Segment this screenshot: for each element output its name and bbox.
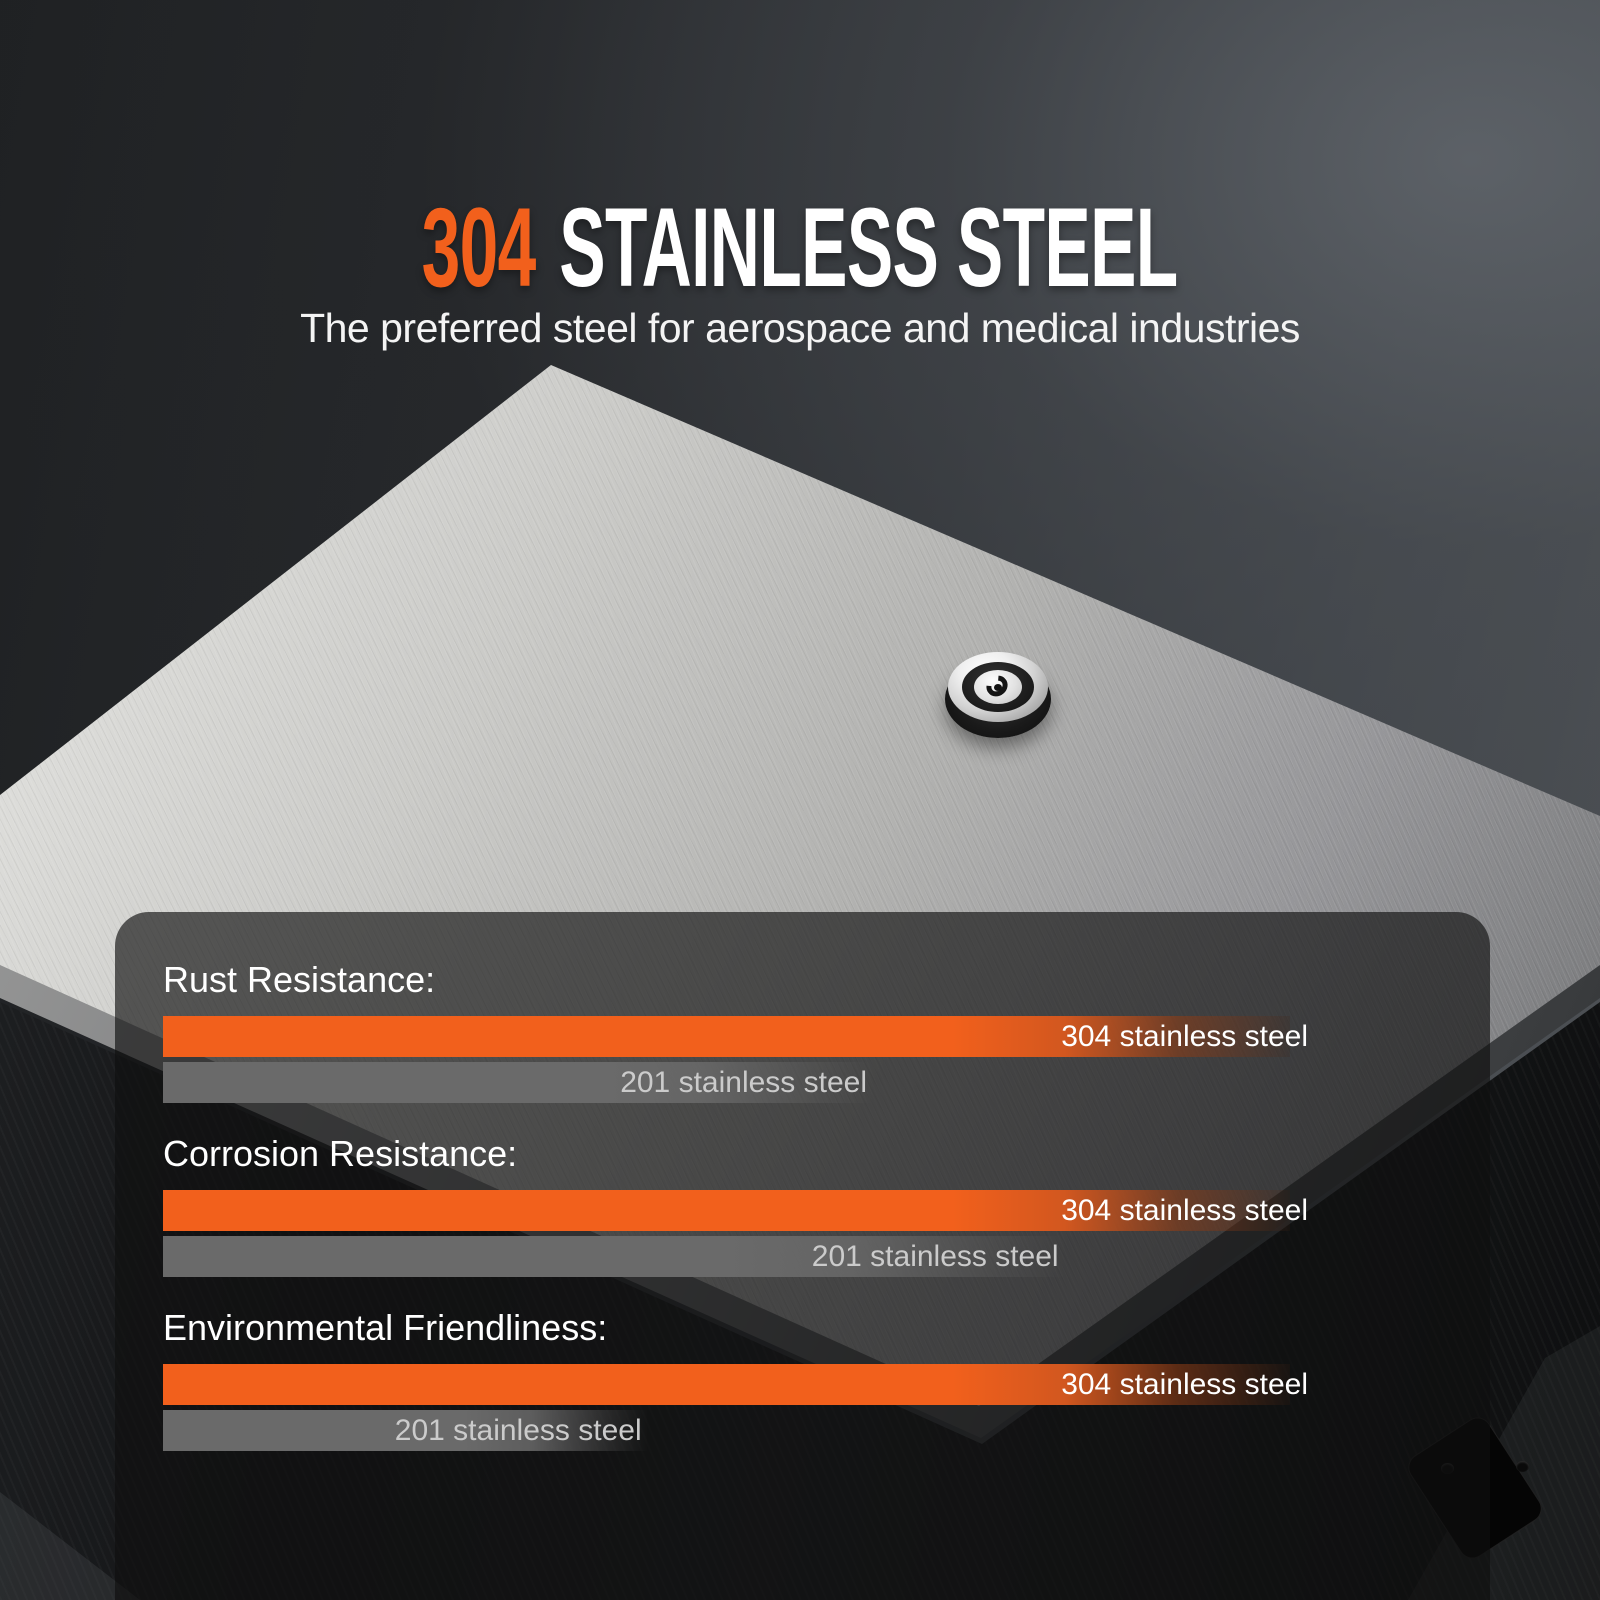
bar-201-stainless: 201 stainless steel — [163, 1236, 1065, 1277]
screw-hole — [1516, 1461, 1529, 1472]
bar-304-label: 304 stainless steel — [1061, 1019, 1308, 1053]
metric-section-environment: Environmental Friendliness: 304 stainles… — [163, 1306, 1308, 1451]
metric-label: Rust Resistance: — [163, 959, 436, 1000]
title-accent: 304 — [422, 185, 537, 310]
keyhole-dot — [994, 684, 1002, 691]
bar-304-stainless: 304 stainless steel — [163, 1190, 1308, 1231]
bar-304-stainless: 304 stainless steel — [163, 1364, 1308, 1405]
bar-201-stainless: 201 stainless steel — [163, 1062, 873, 1103]
bar-201-label: 201 stainless steel — [394, 1413, 642, 1447]
metric-label: Corrosion Resistance: — [163, 1133, 518, 1174]
bar-304-label: 304 stainless steel — [1061, 1367, 1308, 1401]
metric-section-corrosion: Corrosion Resistance: 304 stainless stee… — [163, 1132, 1308, 1277]
page-title: 304 STAINLESS STEEL — [0, 192, 1600, 304]
bar-304-stainless: 304 stainless steel — [163, 1016, 1308, 1057]
page-subtitle: The preferred steel for aerospace and me… — [300, 305, 1300, 351]
bar-201-label: 201 stainless steel — [811, 1239, 1059, 1273]
bar-201-label: 201 stainless steel — [620, 1065, 867, 1099]
bar-304-label: 304 stainless steel — [1061, 1193, 1308, 1227]
title-main: STAINLESS STEEL — [559, 185, 1179, 310]
metric-label: Environmental Friendliness: — [163, 1307, 608, 1348]
comparison-panel: Rust Resistance: 304 stainless steel 201… — [115, 912, 1490, 1600]
bar-201-stainless: 201 stainless steel — [163, 1410, 648, 1451]
metric-section-rust: Rust Resistance: 304 stainless steel 201… — [163, 958, 1308, 1103]
